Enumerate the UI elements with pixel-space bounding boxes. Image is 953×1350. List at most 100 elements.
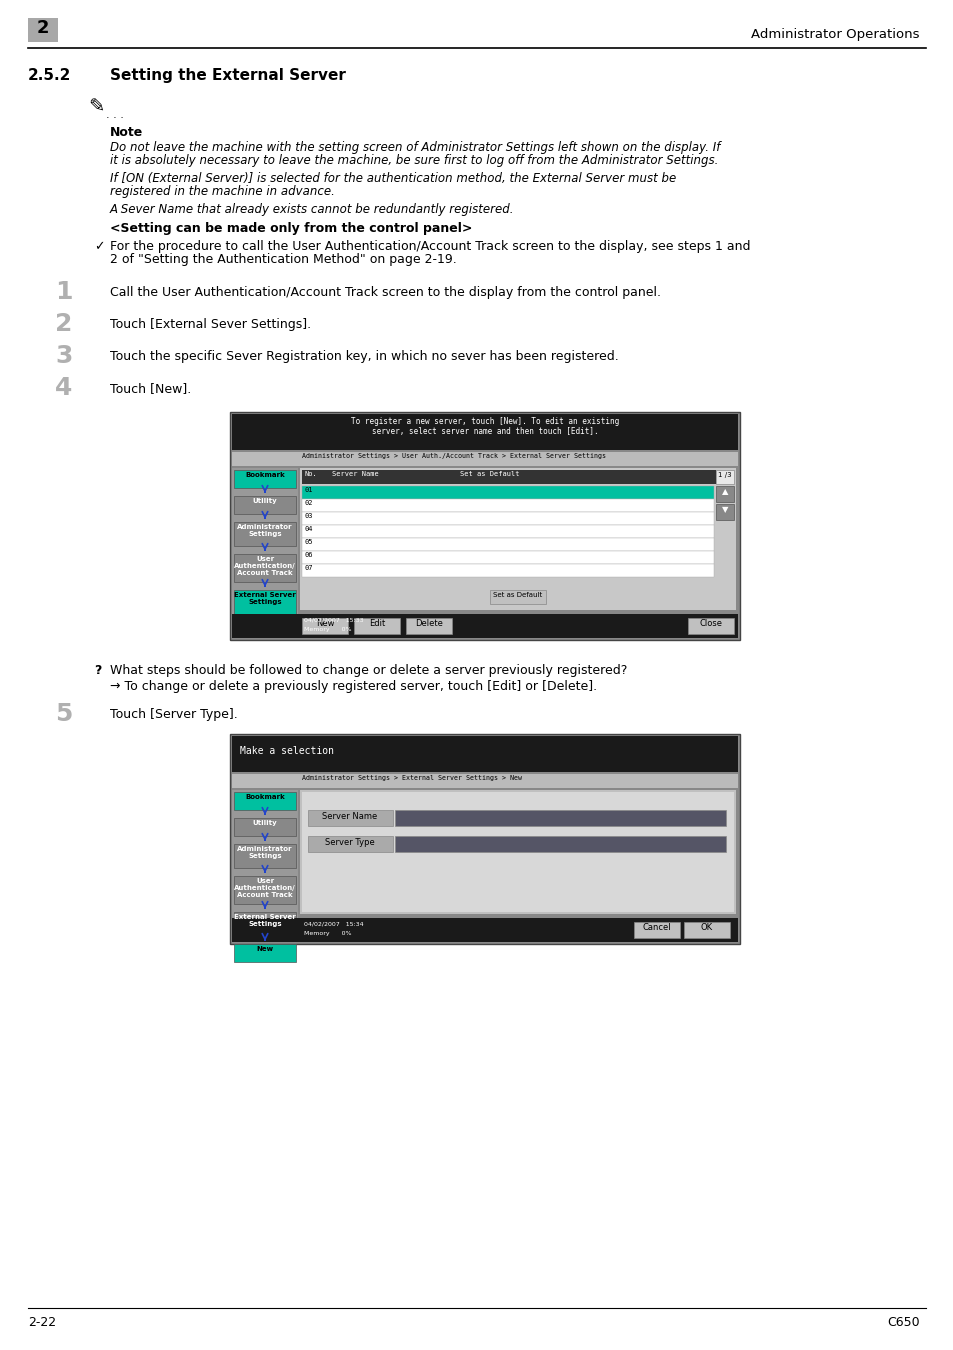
Text: To register a new server, touch [New]. To edit an existing
server, select server: To register a new server, touch [New]. T…: [351, 417, 618, 436]
Bar: [634, 922, 679, 938]
Text: No.: No.: [305, 471, 317, 477]
Text: Administrator Settings > External Server Settings > New: Administrator Settings > External Server…: [302, 775, 521, 782]
Text: Server Name: Server Name: [332, 471, 378, 477]
Text: ?: ?: [94, 664, 101, 676]
Bar: [232, 614, 738, 639]
Bar: [302, 470, 716, 485]
Text: 04: 04: [305, 526, 314, 532]
Text: New: New: [256, 946, 274, 952]
Text: 01: 01: [305, 487, 314, 493]
Text: <Setting can be made only from the control panel>: <Setting can be made only from the contr…: [110, 221, 472, 235]
Bar: [354, 618, 399, 634]
Bar: [299, 790, 735, 914]
Text: Set as Default: Set as Default: [459, 471, 519, 477]
Text: 04/02/2007   15:34: 04/02/2007 15:34: [304, 922, 363, 927]
Bar: [302, 539, 713, 551]
Text: User
Authentication/
Account Track: User Authentication/ Account Track: [233, 556, 295, 576]
Text: Server Type: Server Type: [325, 838, 375, 846]
Text: 2-22: 2-22: [28, 1316, 56, 1328]
Text: 05: 05: [305, 539, 314, 545]
Text: Memory      0%: Memory 0%: [304, 626, 351, 632]
Bar: [232, 790, 297, 942]
Bar: [232, 774, 738, 788]
Bar: [232, 736, 738, 772]
Text: Memory      0%: Memory 0%: [304, 931, 351, 936]
Bar: [490, 590, 545, 603]
Text: Do not leave the machine with the setting screen of Administrator Settings left : Do not leave the machine with the settin…: [110, 140, 720, 154]
Bar: [230, 412, 740, 640]
Text: 4: 4: [55, 377, 72, 400]
Bar: [233, 792, 295, 810]
Text: 2: 2: [37, 19, 50, 36]
Bar: [233, 590, 295, 614]
Text: Touch the specific Sever Registration key, in which no sever has been registered: Touch the specific Sever Registration ke…: [110, 350, 618, 363]
Bar: [716, 504, 733, 520]
Text: For the procedure to call the User Authentication/Account Track screen to the di: For the procedure to call the User Authe…: [110, 240, 750, 252]
Text: registered in the machine in advance.: registered in the machine in advance.: [110, 185, 335, 198]
Text: Administrator
Settings: Administrator Settings: [237, 846, 293, 859]
Bar: [232, 468, 297, 639]
Bar: [233, 844, 295, 868]
Bar: [302, 486, 713, 500]
Text: . . .: . . .: [106, 109, 124, 120]
Text: 07: 07: [305, 566, 314, 571]
Text: Touch [External Sever Settings].: Touch [External Sever Settings].: [110, 319, 311, 331]
Bar: [395, 810, 725, 826]
Text: Setting the External Server: Setting the External Server: [110, 68, 346, 82]
Text: Note: Note: [110, 126, 143, 139]
Text: → To change or delete a previously registered server, touch [Edit] or [Delete].: → To change or delete a previously regis…: [110, 680, 597, 693]
Text: 1 /3: 1 /3: [718, 472, 731, 478]
Bar: [302, 618, 348, 634]
Text: Call the User Authentication/Account Track screen to the display from the contro: Call the User Authentication/Account Tra…: [110, 286, 660, 298]
Bar: [406, 618, 452, 634]
Bar: [233, 495, 295, 514]
Text: External Server
Settings: External Server Settings: [233, 914, 295, 927]
Text: Administrator
Settings: Administrator Settings: [237, 524, 293, 537]
Bar: [28, 18, 58, 42]
Text: ▼: ▼: [721, 505, 727, 514]
Bar: [687, 618, 733, 634]
Text: 3: 3: [55, 344, 72, 369]
Bar: [302, 512, 713, 525]
Text: User
Authentication/
Account Track: User Authentication/ Account Track: [233, 878, 295, 898]
Bar: [302, 564, 713, 576]
Text: A Sever Name that already exists cannot be redundantly registered.: A Sever Name that already exists cannot …: [110, 202, 514, 216]
Text: ▲: ▲: [721, 487, 727, 495]
Bar: [683, 922, 729, 938]
Text: Delete: Delete: [415, 620, 442, 628]
Text: 04/02/2007   15:33: 04/02/2007 15:33: [304, 618, 363, 622]
Bar: [308, 810, 393, 826]
Bar: [302, 551, 713, 564]
Bar: [233, 944, 295, 963]
Bar: [232, 918, 738, 942]
Bar: [233, 470, 295, 487]
Bar: [395, 836, 725, 852]
Bar: [233, 554, 295, 582]
Text: ✎: ✎: [88, 99, 104, 117]
Text: Server Name: Server Name: [322, 811, 377, 821]
Bar: [302, 500, 713, 512]
Text: Edit: Edit: [369, 620, 385, 628]
Bar: [302, 792, 733, 913]
Text: Touch [Server Type].: Touch [Server Type].: [110, 707, 237, 721]
Text: If [ON (External Server)] is selected for the authentication method, the Externa: If [ON (External Server)] is selected fo…: [110, 171, 676, 185]
Text: OK: OK: [700, 923, 712, 932]
Text: Bookmark: Bookmark: [245, 472, 285, 478]
Text: ✓: ✓: [94, 240, 105, 252]
Bar: [716, 486, 733, 502]
Text: 02: 02: [305, 500, 314, 506]
Text: Make a selection: Make a selection: [240, 747, 334, 756]
Bar: [716, 470, 733, 485]
Bar: [299, 468, 735, 610]
Bar: [232, 452, 738, 466]
Bar: [233, 876, 295, 904]
Text: 03: 03: [305, 513, 314, 518]
Text: What steps should be followed to change or delete a server previously registered: What steps should be followed to change …: [110, 664, 627, 676]
Text: 06: 06: [305, 552, 314, 558]
Text: Close: Close: [699, 620, 721, 628]
Text: Cancel: Cancel: [642, 923, 671, 932]
Text: New: New: [315, 620, 334, 628]
Text: Touch [New].: Touch [New].: [110, 382, 191, 396]
Text: 2.5.2: 2.5.2: [28, 68, 71, 82]
Bar: [230, 734, 740, 944]
